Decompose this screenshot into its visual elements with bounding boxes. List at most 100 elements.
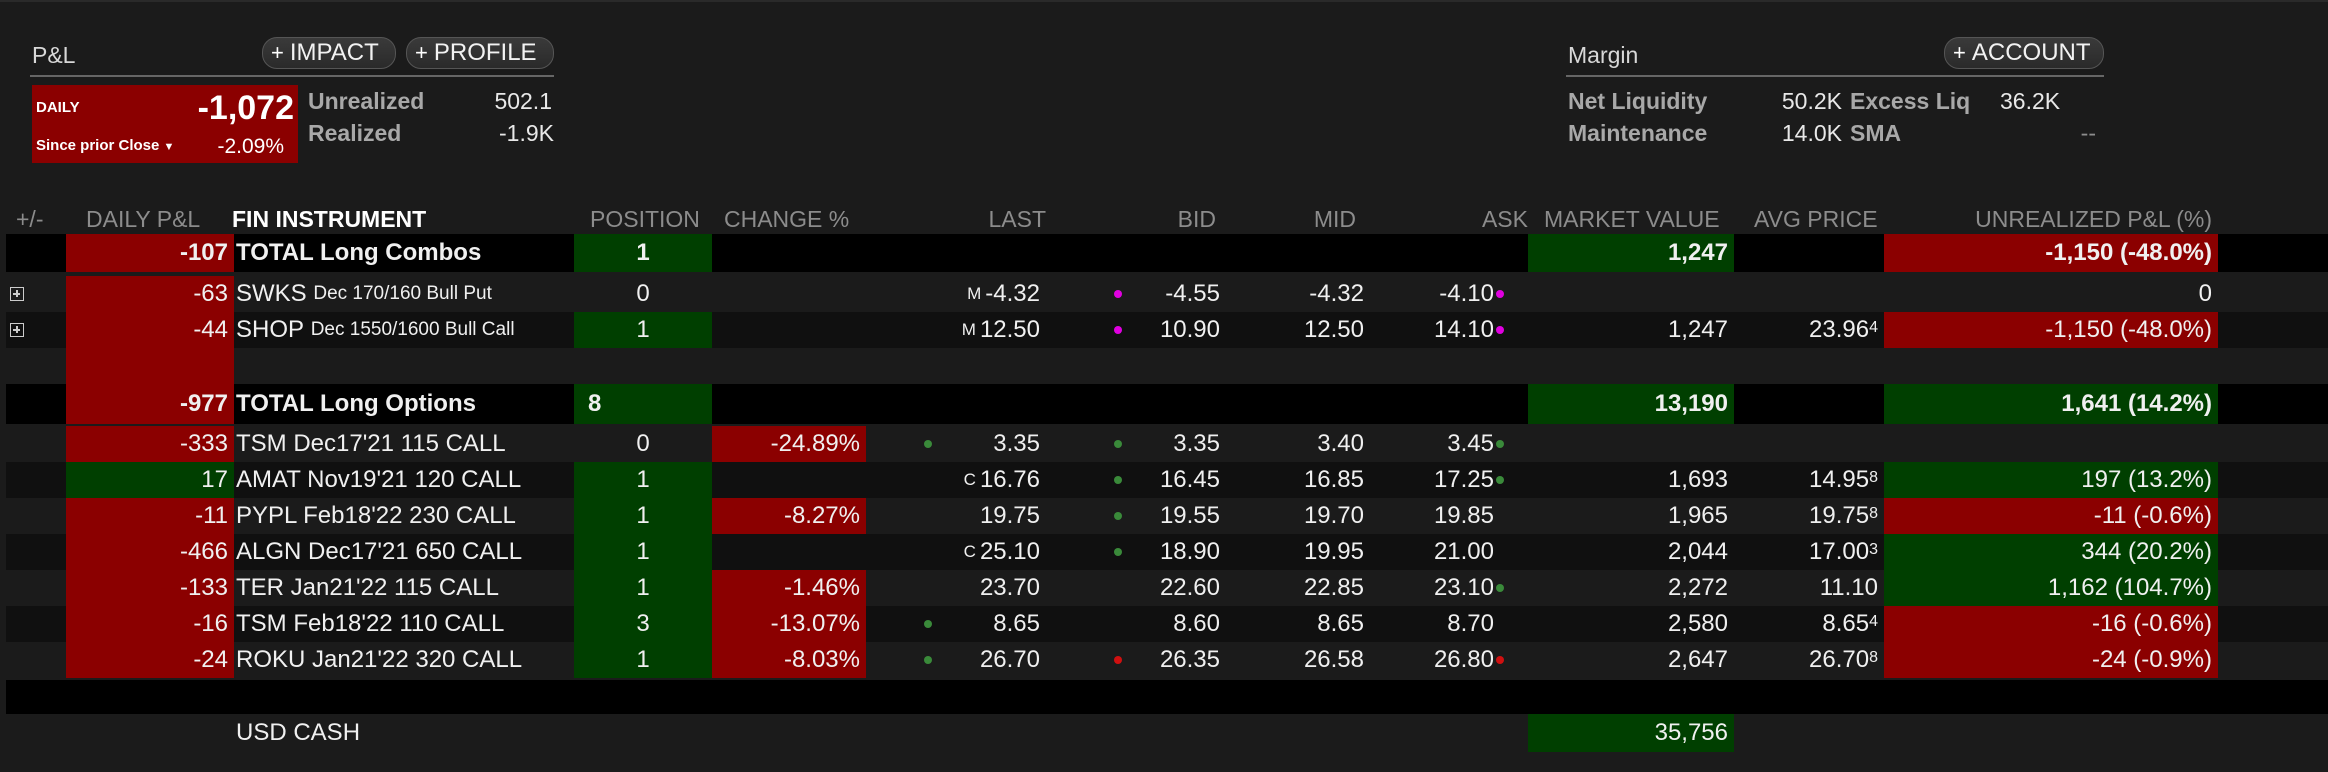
table-row[interactable]: -24 ROKU Jan21'22 320 CALL 1 -8.03% 26.7…: [6, 642, 2328, 678]
position-cell: 0: [636, 430, 650, 457]
options-total-position: 8: [574, 384, 712, 424]
table-row[interactable]: -16 TSM Feb18'22 110 CALL 3 -13.07% 8.65…: [6, 606, 2328, 642]
col-header-bid[interactable]: BID: [1177, 206, 1216, 232]
ask-cell: 19.85: [1433, 502, 1494, 529]
col-header-unrealized[interactable]: UNREALIZED P&L (%): [1975, 206, 2212, 232]
net-liquidity-label: Net Liquidity: [1568, 88, 1708, 114]
bid-cell: 26.35: [1159, 646, 1220, 673]
daily-pnl-cell: -333: [66, 426, 234, 462]
uptick-dot-icon: [1114, 548, 1122, 556]
margin-divider: [1566, 75, 2104, 77]
last-flag: C: [963, 470, 976, 489]
table-row[interactable]: -11 PYPL Feb18'22 230 CALL 1 -8.27% 19.7…: [6, 498, 2328, 534]
avg-price-sup: 4: [1869, 613, 1878, 630]
daily-pnl-cell: -24: [66, 642, 234, 678]
profile-button[interactable]: + PROFILE: [406, 37, 554, 69]
ask-cell: 8.70: [1447, 610, 1494, 637]
daily-pnl-cell: -44: [66, 312, 234, 348]
expand-plus-icon[interactable]: [10, 323, 24, 337]
avg-price-sup: 3: [1869, 541, 1878, 558]
position-cell: 1: [574, 498, 712, 534]
market-value-cell: 2,580: [1667, 610, 1728, 637]
sma-label: SMA: [1850, 120, 1902, 146]
table-row[interactable]: -63 SWKS Dec 170/160 Bull Put 0 M -4.32 -…: [6, 276, 2328, 312]
table-row[interactable]: -44 SHOP Dec 1550/1600 Bull Call 1 M 12.5…: [6, 312, 2328, 348]
avg-price-main: 17.00: [1809, 538, 1870, 565]
last-cell: 3.35: [993, 430, 1040, 457]
unrealized-cell: 344 (20.2%): [1884, 534, 2218, 570]
uptick-dot-icon: [1114, 476, 1122, 484]
options-total-row[interactable]: -977 TOTAL Long Options 8 13,190 1,641 (…: [6, 384, 2328, 424]
bid-cell: 22.60: [1159, 574, 1220, 601]
bid-cell: -4.55: [1165, 280, 1220, 307]
cash-row[interactable]: USD CASH 35,756: [6, 714, 2328, 752]
ask-cell: -4.10: [1439, 280, 1494, 307]
change-cell: -8.03%: [712, 642, 866, 678]
change-cell: -1.46%: [712, 570, 866, 606]
table-row[interactable]: -133 TER Jan21'22 115 CALL 1 -1.46% 23.7…: [6, 570, 2328, 606]
cash-label: USD CASH: [236, 719, 361, 746]
last-flag: M: [961, 320, 976, 339]
ask-cell: 23.10: [1433, 574, 1494, 601]
table-row[interactable]: -333 TSM Dec17'21 115 CALL 0 -24.89% 3.3…: [6, 426, 2328, 462]
avg-price-cell: 26.70 8: [1734, 642, 1884, 678]
market-value-cell: 1,693: [1667, 466, 1728, 493]
col-header-avg-price[interactable]: AVG PRICE: [1754, 206, 1878, 232]
last-cell: 26.70: [979, 646, 1040, 673]
excess-liq-value: 36.2K: [2000, 88, 2061, 114]
mid-cell: 19.70: [1303, 502, 1364, 529]
daily-pnl-cell: -133: [66, 570, 234, 606]
avg-price-main: 14.95: [1809, 466, 1870, 493]
col-header-ask[interactable]: ASK: [1481, 206, 1528, 232]
table-row[interactable]: 17 AMAT Nov19'21 120 CALL 1 C 16.76 16.45…: [6, 462, 2328, 498]
top-border: [0, 0, 2328, 2]
bid-cell: 18.90: [1159, 538, 1220, 565]
since-prior-close-dropdown[interactable]: Since prior Close ▼: [36, 137, 174, 154]
ask-cell: 21.00: [1433, 538, 1494, 565]
combos-total-market-value: 1,247: [1528, 234, 1734, 272]
unrealized-cell: 197 (13.2%): [1884, 462, 2218, 498]
plus-icon: +: [1953, 40, 1966, 65]
realized-value: -1.9K: [499, 120, 554, 146]
plus-icon: +: [415, 40, 428, 65]
col-header-market-value[interactable]: MARKET VALUE: [1544, 206, 1720, 232]
spacer-row: [6, 680, 2328, 714]
unrealized-cell: -16 (-0.6%): [1884, 606, 2218, 642]
last-cell: M 12.50: [866, 312, 1046, 348]
mid-cell: 22.85: [1303, 574, 1364, 601]
uptick-dot-icon: [924, 440, 932, 448]
spacer-row: [6, 348, 2328, 384]
options-total-market-value: 13,190: [1528, 384, 1734, 424]
daily-value: -1,072: [197, 89, 294, 127]
avg-price-main: 26.70: [1809, 646, 1870, 673]
spacer-daily-cell: [66, 348, 234, 384]
expand-plus-icon[interactable]: [10, 287, 24, 301]
combos-total-row[interactable]: -107 TOTAL Long Combos 1 1,247 -1,150 (-…: [6, 234, 2328, 272]
instrument-symbol: SHOP: [236, 316, 305, 343]
last-cell: C 16.76: [866, 462, 1046, 498]
col-header-change[interactable]: CHANGE %: [724, 206, 850, 232]
price-tick-dot-icon: [1496, 290, 1504, 298]
col-header-position[interactable]: POSITION: [590, 206, 700, 232]
impact-button[interactable]: + IMPACT: [262, 37, 396, 69]
avg-price-cell: 8.65 4: [1734, 606, 1884, 642]
instrument-cell: TER Jan21'22 115 CALL: [236, 574, 499, 601]
col-header-last[interactable]: LAST: [988, 206, 1046, 232]
options-total-unrealized: 1,641 (14.2%): [1884, 384, 2218, 424]
realized-label: Realized: [308, 120, 402, 146]
last-cell: C 25.10: [866, 534, 1046, 570]
sma-value: --: [2080, 120, 2096, 146]
col-header-plusminus[interactable]: +/-: [16, 206, 44, 232]
account-button[interactable]: + ACCOUNT: [1944, 37, 2104, 69]
avg-price-main: 19.75: [1809, 502, 1870, 529]
table-row[interactable]: -466 ALGN Dec17'21 650 CALL 1 C 25.10 18.…: [6, 534, 2328, 570]
col-header-mid[interactable]: MID: [1313, 206, 1356, 232]
net-liquidity-value: 50.2K: [1781, 88, 1842, 114]
market-value-cell: 1,965: [1667, 502, 1728, 529]
daily-pnl-cell: -466: [66, 534, 234, 570]
unrealized-cell: 1,162 (104.7%): [1884, 570, 2218, 606]
last-cell: 23.70: [979, 574, 1040, 601]
col-header-instrument[interactable]: FIN INSTRUMENT: [232, 206, 427, 232]
col-header-daily-pnl[interactable]: DAILY P&L: [86, 206, 201, 232]
profile-label: PROFILE: [433, 39, 537, 66]
